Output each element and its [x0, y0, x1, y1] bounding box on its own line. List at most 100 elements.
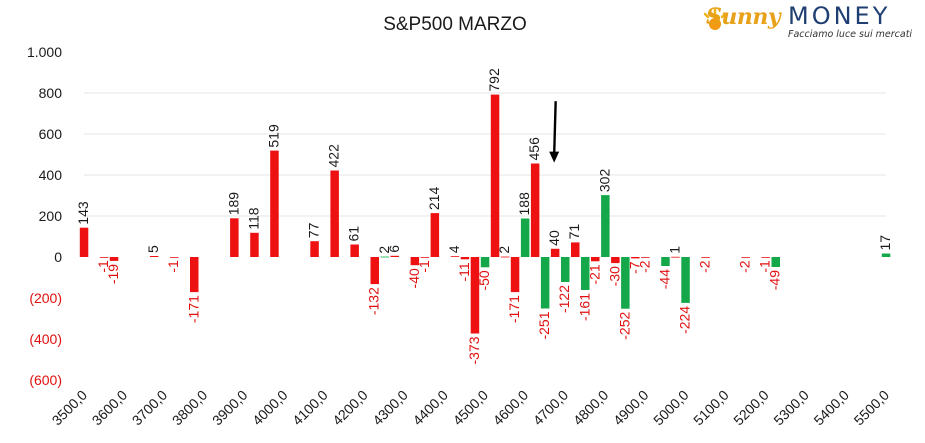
- data-label: 188: [516, 192, 532, 216]
- x-tick-label: 4800,0: [570, 387, 612, 429]
- bar: [410, 257, 420, 266]
- x-tick-label: 3900,0: [209, 387, 251, 429]
- sun-icon: [703, 7, 727, 30]
- bar: [530, 163, 540, 257]
- annotation-arrow: [549, 101, 560, 163]
- data-label: 143: [75, 201, 91, 225]
- bar: [480, 257, 490, 268]
- bar: [190, 257, 199, 293]
- bar: [350, 244, 359, 257]
- y-tick-label: (600): [29, 372, 62, 388]
- data-label: -1: [416, 260, 432, 273]
- sunny-money-logo: Sunny MONEY Facciamo luce sui mercati: [702, 2, 917, 44]
- y-tick-label: 1.000: [27, 44, 62, 60]
- bar: [540, 257, 550, 309]
- data-label: -1: [757, 260, 773, 273]
- bars: [79, 94, 891, 334]
- arrow-head: [549, 151, 560, 163]
- bar: [310, 241, 319, 257]
- data-label: -132: [366, 287, 382, 315]
- data-label: 519: [266, 124, 282, 148]
- arrow-shaft: [552, 101, 557, 155]
- x-tick-label: 5000,0: [650, 387, 692, 429]
- bar: [500, 256, 510, 258]
- x-tick-label: 3500,0: [49, 387, 91, 429]
- data-label: 2: [376, 246, 392, 254]
- data-label: -21: [586, 264, 602, 284]
- bar: [370, 257, 379, 285]
- bar: [250, 232, 259, 257]
- bar: [390, 255, 399, 257]
- bar: [561, 257, 570, 282]
- data-labels: 143-1-195-1-1711891185197742261-13226-40…: [75, 68, 893, 365]
- data-label: -373: [466, 336, 482, 364]
- data-label: -30: [606, 266, 622, 286]
- data-label: -2: [697, 260, 713, 273]
- bar: [571, 242, 580, 257]
- bar: [641, 257, 650, 258]
- x-tick-label: 3600,0: [89, 387, 131, 429]
- y-tick-label: 200: [39, 208, 63, 224]
- bar: [79, 227, 89, 257]
- y-tick-label: 800: [39, 85, 63, 101]
- data-label: 17: [877, 235, 893, 251]
- bar: [380, 256, 389, 258]
- data-label: -1: [165, 260, 181, 273]
- data-label: -171: [185, 295, 201, 323]
- bar: [149, 256, 159, 257]
- y-tick-label: 0: [54, 249, 62, 265]
- data-label: 2: [496, 246, 512, 254]
- y-tick-label: (400): [29, 331, 62, 347]
- bar: [420, 257, 430, 258]
- data-label: -2: [737, 260, 753, 273]
- data-label: 1: [667, 246, 683, 254]
- data-label: 189: [225, 192, 241, 216]
- bar: [621, 257, 630, 309]
- data-label: -11: [456, 262, 472, 281]
- bar: [330, 170, 339, 257]
- bar: [430, 213, 440, 257]
- data-label: 792: [486, 68, 502, 92]
- data-label: -251: [536, 311, 552, 339]
- bar: [671, 256, 680, 258]
- x-tick-label: 3700,0: [129, 387, 171, 429]
- data-label: -7: [626, 261, 642, 274]
- data-label: 40: [546, 230, 562, 246]
- bar: [741, 257, 750, 258]
- bar: [510, 257, 520, 293]
- bar: [761, 257, 770, 258]
- x-tick-label: 5500,0: [851, 387, 893, 429]
- bar: [109, 257, 119, 261]
- data-label: -171: [506, 295, 522, 323]
- data-label: -252: [616, 311, 632, 339]
- data-label: -122: [556, 285, 572, 313]
- data-label: -19: [105, 264, 121, 284]
- data-label: 302: [596, 169, 612, 193]
- x-tick-label: 4000,0: [249, 387, 291, 429]
- data-label: 71: [566, 224, 582, 240]
- y-axis-labels: 1.000 800 600 400 200 0 (200) (400) (600): [27, 44, 62, 388]
- bar: [99, 257, 109, 258]
- bar: [601, 195, 610, 257]
- x-tick-label: 4100,0: [289, 387, 331, 429]
- x-tick-label: 4300,0: [369, 387, 411, 429]
- data-label: -49: [767, 270, 783, 290]
- x-tick-label: 5400,0: [810, 387, 852, 429]
- x-tick-label: 5200,0: [730, 387, 772, 429]
- data-label: -40: [406, 268, 422, 288]
- data-label: 214: [426, 187, 442, 211]
- data-label: -1: [95, 260, 111, 273]
- data-label: 118: [245, 207, 261, 230]
- data-label: 456: [526, 137, 542, 161]
- x-tick-label: 4500,0: [450, 387, 492, 429]
- data-label: -161: [576, 293, 592, 321]
- bar: [701, 257, 710, 258]
- x-tick-label: 5300,0: [770, 387, 812, 429]
- bar: [490, 94, 500, 257]
- x-tick-label: 3800,0: [169, 387, 211, 429]
- data-label: 61: [346, 226, 362, 242]
- data-label: -50: [476, 270, 492, 290]
- logo-tagline: Facciamo luce sui mercati: [788, 29, 913, 40]
- bar: [681, 257, 690, 303]
- x-tick-label: 4200,0: [329, 387, 371, 429]
